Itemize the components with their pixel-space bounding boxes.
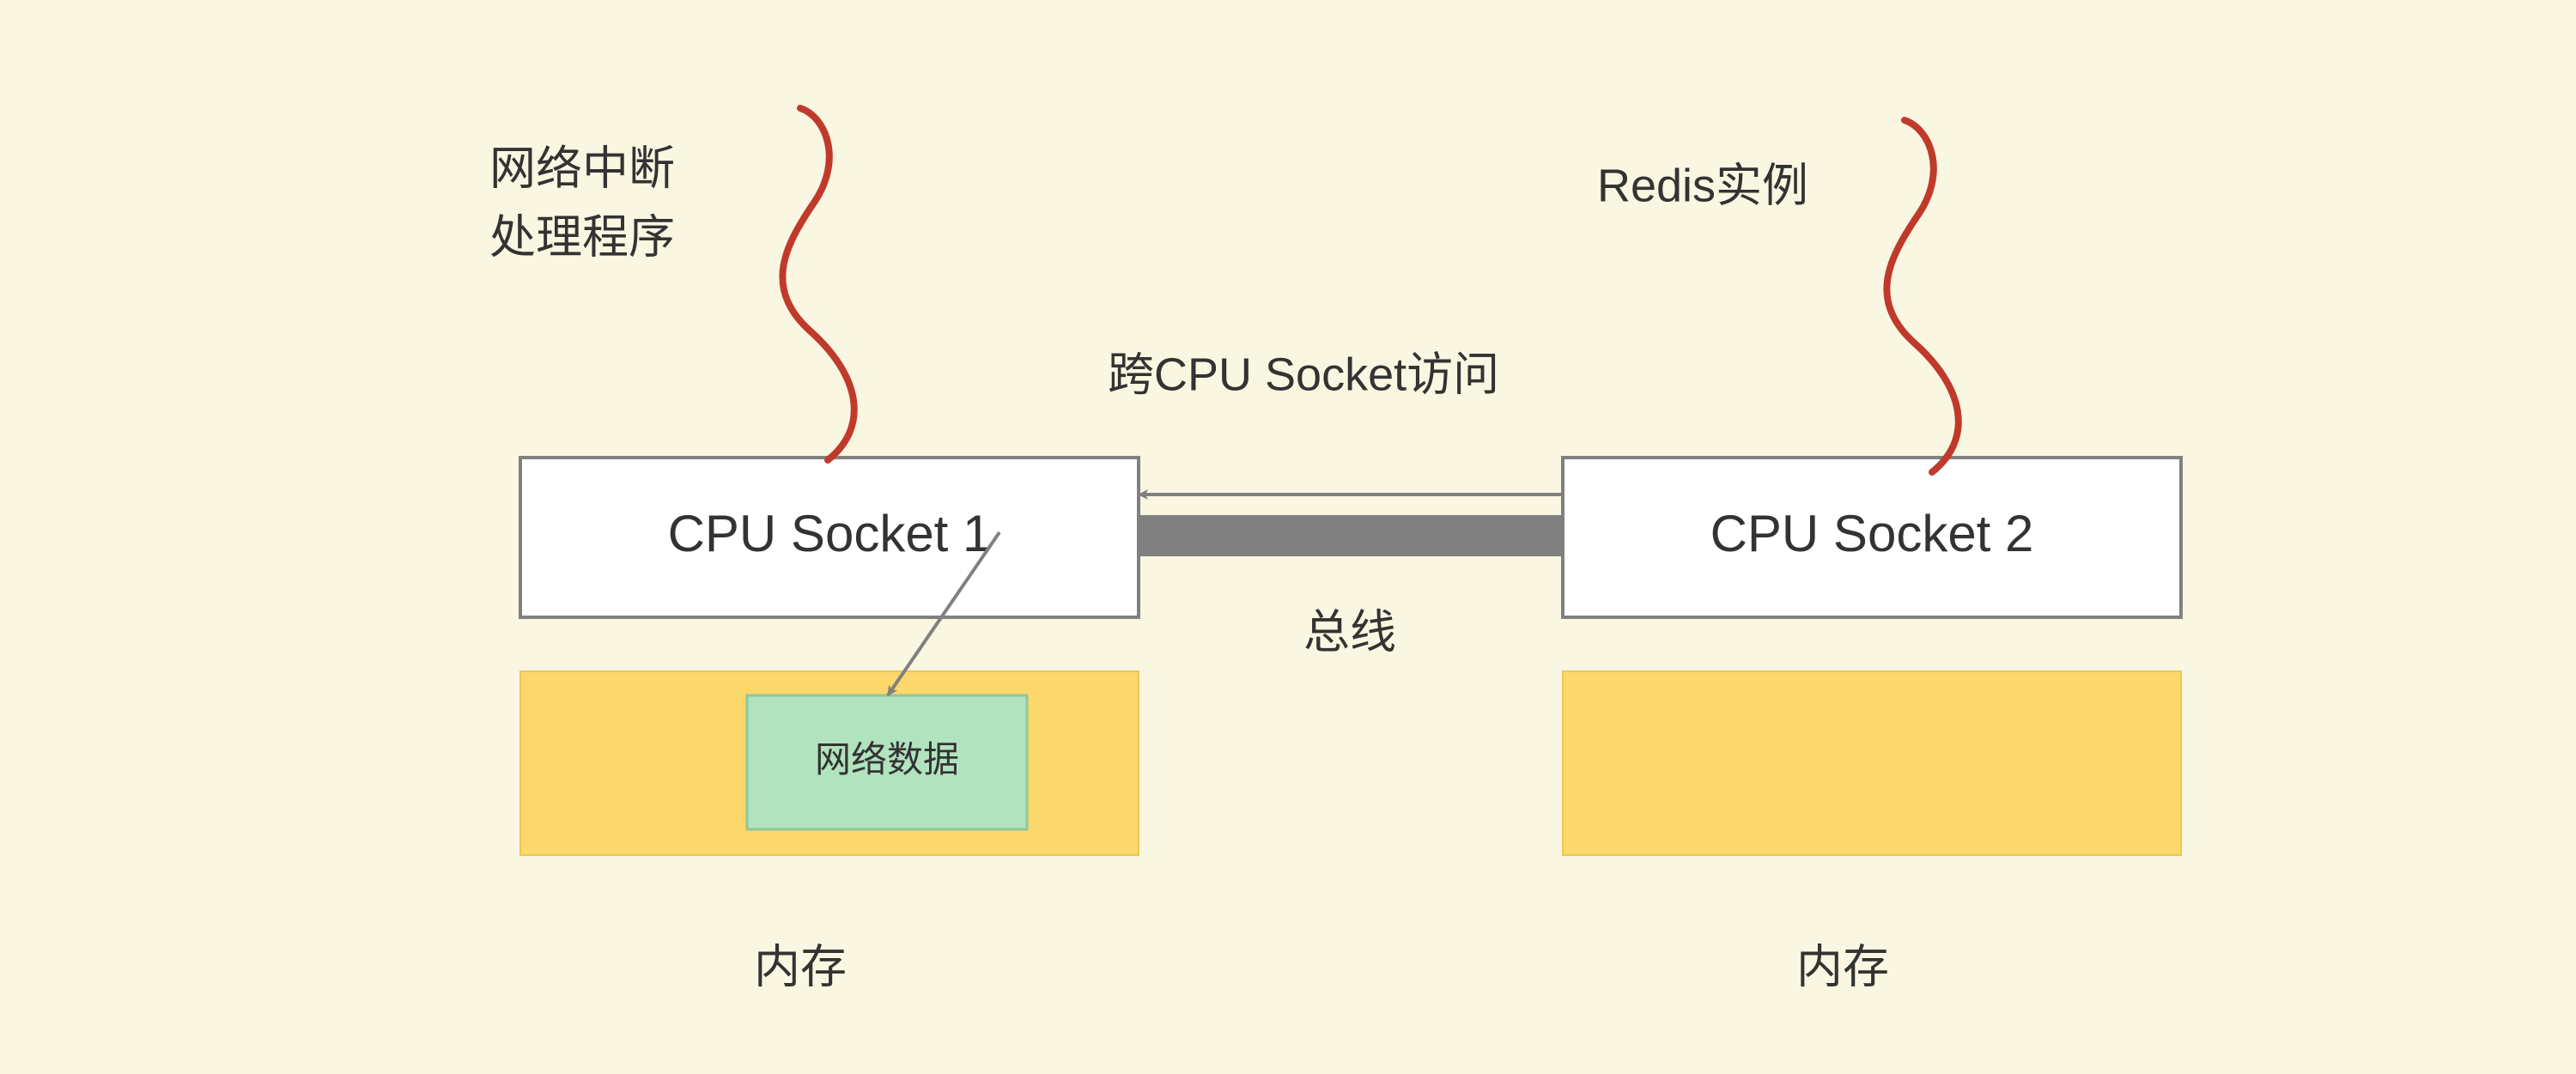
memory-right-label: 内存 <box>1796 941 1889 992</box>
bus-label: 总线 <box>1303 606 1396 658</box>
bus-bar <box>1139 515 1563 556</box>
redis-instance-label: Redis实例 <box>1597 160 1808 211</box>
interrupt-handler-label-1: 网络中断 <box>489 143 675 194</box>
cpu-socket-2-label: CPU Socket 2 <box>1710 505 2034 562</box>
memory-right-box <box>1563 671 2181 855</box>
memory-left-label: 内存 <box>754 941 847 992</box>
diagram-canvas: 网络数据 CPU Socket 1 CPU Socket 2 总线 跨CPU Socke… <box>0 0 2576 1074</box>
network-data-label: 网络数据 <box>815 739 959 780</box>
cross-cpu-label: 跨CPU Socket访问 <box>1108 349 1499 400</box>
interrupt-handler-label-2: 处理程序 <box>489 211 675 263</box>
cpu-socket-1-label: CPU Socket 1 <box>668 505 992 562</box>
